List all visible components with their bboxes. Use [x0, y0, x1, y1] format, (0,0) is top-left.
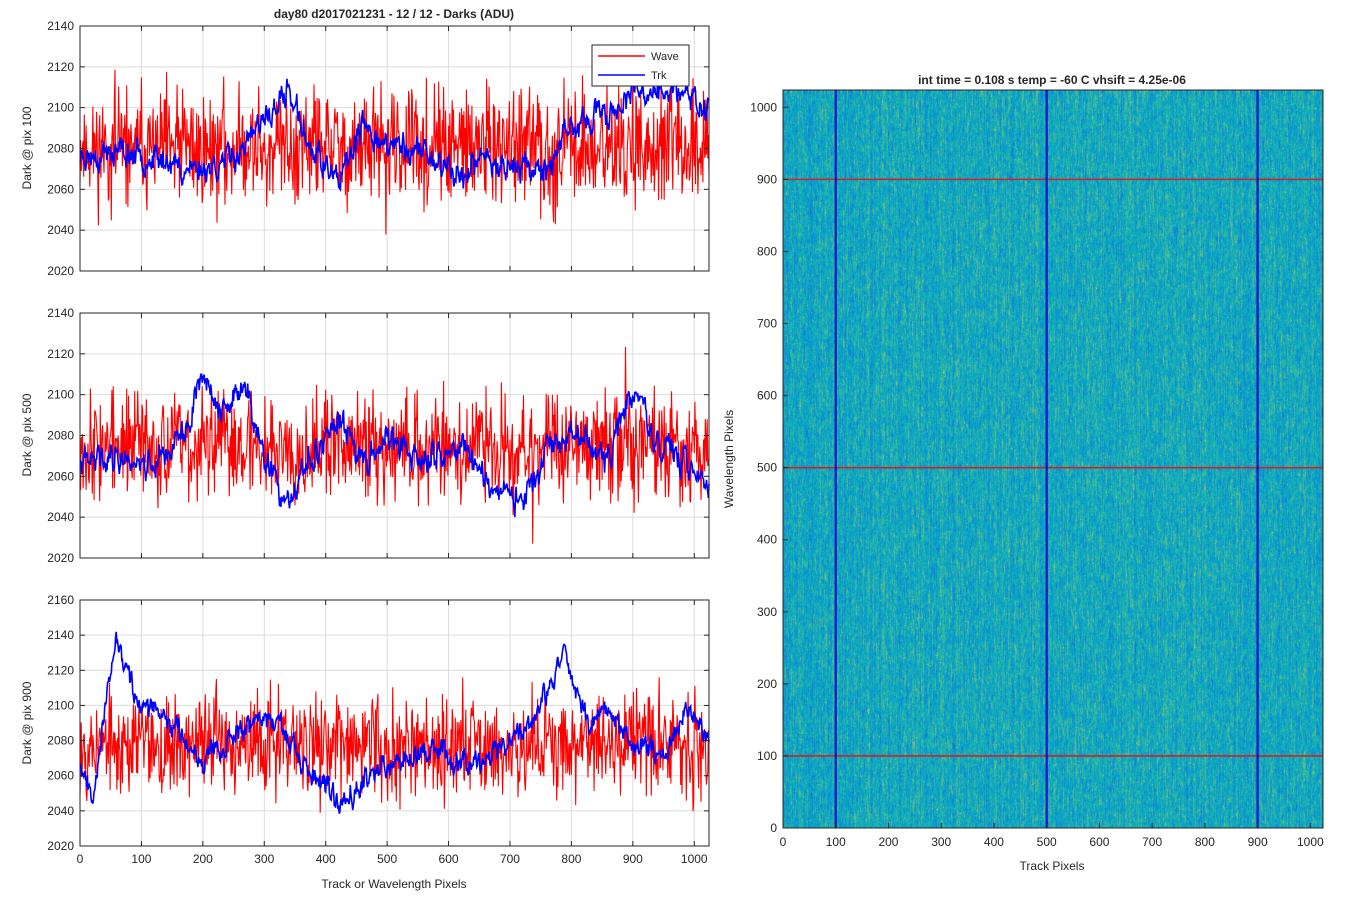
x-tick-label: 0	[780, 835, 787, 849]
y-tick-label: 800	[757, 244, 777, 258]
y-tick-label: 2120	[47, 663, 74, 677]
y-ticks: 2020 2040 2060 2080 2100 2120 2140	[47, 19, 709, 278]
x-tick-label: 700	[500, 852, 520, 866]
y-tick-label: 2060	[47, 182, 74, 196]
x-tick-label: 800	[561, 852, 581, 866]
series-wave	[79, 677, 710, 813]
y-tick-label: 2140	[47, 306, 74, 320]
x-axis-label: Track or Wavelength Pixels	[321, 877, 466, 891]
heatmap-image	[783, 90, 1323, 828]
x-ticks: 0 100 200 300 400 500 600 700 800 900 1000	[77, 600, 708, 866]
x-tick-label: 600	[1089, 835, 1109, 849]
y-tick-label: 2020	[47, 839, 74, 853]
legend-box	[591, 44, 690, 87]
x-tick-label: 700	[1142, 835, 1162, 849]
y-tick-label: 2040	[47, 510, 74, 524]
x-tick-label: 600	[439, 852, 459, 866]
x-tick-label: 500	[1037, 835, 1057, 849]
x-tick-label: 0	[77, 852, 84, 866]
heatmap-x-axis-label: Track Pixels	[1020, 859, 1085, 873]
x-tick-label: 500	[377, 852, 397, 866]
y-tick-label: 2040	[47, 223, 74, 237]
y-ticks: 0 100 200 300 400 500 600 700 800 900 1000	[750, 100, 788, 835]
heatmap-subplot: int time = 0.108 s temp = -60 C vhsift =…	[722, 73, 1324, 873]
figure-title: day80 d2017021231 - 12 / 12 - Darks (ADU…	[274, 7, 514, 21]
series-trk	[79, 373, 710, 518]
y-tick-label: 2100	[47, 388, 74, 402]
subplot-pix-500: 2020 2040 2060 2080 2100 2120 2140 Dark @ pix …	[20, 306, 710, 565]
x-tick-label: 200	[193, 852, 213, 866]
x-tick-label: 900	[623, 852, 643, 866]
y-axis-label: Dark @ pix 500	[20, 393, 34, 476]
y-tick-label: 2140	[47, 628, 74, 642]
y-tick-label: 1000	[750, 100, 777, 114]
heatmap-y-axis-label: Wavelength Pixels	[722, 410, 736, 508]
y-tick-label: 2040	[47, 804, 74, 818]
x-tick-label: 1000	[681, 852, 708, 866]
heatmap-title: int time = 0.108 s temp = -60 C vhsift =…	[918, 73, 1186, 87]
x-tick-label: 100	[131, 852, 151, 866]
y-tick-label: 2020	[47, 551, 74, 565]
y-tick-label: 200	[757, 677, 777, 691]
legend: Wave Trk	[591, 44, 690, 87]
x-tick-label: 400	[316, 852, 336, 866]
marker-lines	[783, 90, 1323, 828]
y-tick-label: 900	[757, 172, 777, 186]
series-trk	[79, 72, 710, 193]
legend-trk-label: Trk	[651, 70, 667, 82]
y-tick-label: 2120	[47, 347, 74, 361]
y-tick-label: 2060	[47, 769, 74, 783]
y-tick-label: 700	[757, 317, 777, 331]
y-axis-label: Dark @ pix 900	[20, 681, 34, 764]
y-tick-label: 2080	[47, 734, 74, 748]
wave-line	[79, 677, 710, 813]
y-tick-label: 600	[757, 389, 777, 403]
subplot-pix-100: 2020 2040 2060 2080 2100 2120 2140 Dark @ pix …	[20, 19, 710, 278]
y-ticks: 2020 2040 2060 2080 2100 2120 2140	[47, 306, 709, 565]
y-tick-label: 400	[757, 533, 777, 547]
x-tick-label: 1000	[1297, 835, 1324, 849]
y-tick-label: 2060	[47, 469, 74, 483]
y-tick-label: 2080	[47, 429, 74, 443]
y-tick-label: 300	[757, 605, 777, 619]
y-tick-label: 2140	[47, 19, 74, 33]
x-ticks	[79, 313, 695, 558]
y-tick-label: 2020	[47, 264, 74, 278]
wave-line	[79, 69, 710, 235]
series-trk	[79, 631, 710, 815]
y-tick-label: 500	[757, 461, 777, 475]
trk-line	[79, 373, 710, 518]
y-tick-label: 100	[757, 749, 777, 763]
x-tick-label: 400	[984, 835, 1004, 849]
y-tick-label: 2100	[47, 698, 74, 712]
x-tick-label: 300	[931, 835, 951, 849]
y-tick-label: 2080	[47, 142, 74, 156]
x-tick-label: 100	[826, 835, 846, 849]
y-tick-label: 2160	[47, 593, 74, 607]
subplot-pix-900: 0 100 200 300 400 500 600 700 800 900 1000 2020 204…	[20, 593, 710, 891]
y-axis-label: Dark @ pix 100	[20, 106, 34, 189]
trk-line	[79, 72, 710, 193]
x-tick-label: 900	[1248, 835, 1268, 849]
trk-line	[79, 631, 710, 815]
y-ticks: 2020 2040 2060 2080 2100 2120 2140 2160	[47, 593, 709, 853]
x-tick-label: 300	[254, 852, 274, 866]
y-tick-label: 0	[770, 821, 777, 835]
y-tick-label: 2120	[47, 60, 74, 74]
x-ticks: 0 100 200 300 400 500 600 700 800 900 1000	[780, 823, 1324, 849]
x-tick-label: 800	[1195, 835, 1215, 849]
legend-wave-label: Wave	[651, 51, 679, 63]
heatmap-axes-box	[782, 89, 1324, 829]
series-wave	[79, 69, 710, 235]
x-tick-label: 200	[878, 835, 898, 849]
x-ticks	[79, 26, 695, 271]
axes-box	[79, 599, 710, 847]
y-tick-label: 2100	[47, 101, 74, 115]
